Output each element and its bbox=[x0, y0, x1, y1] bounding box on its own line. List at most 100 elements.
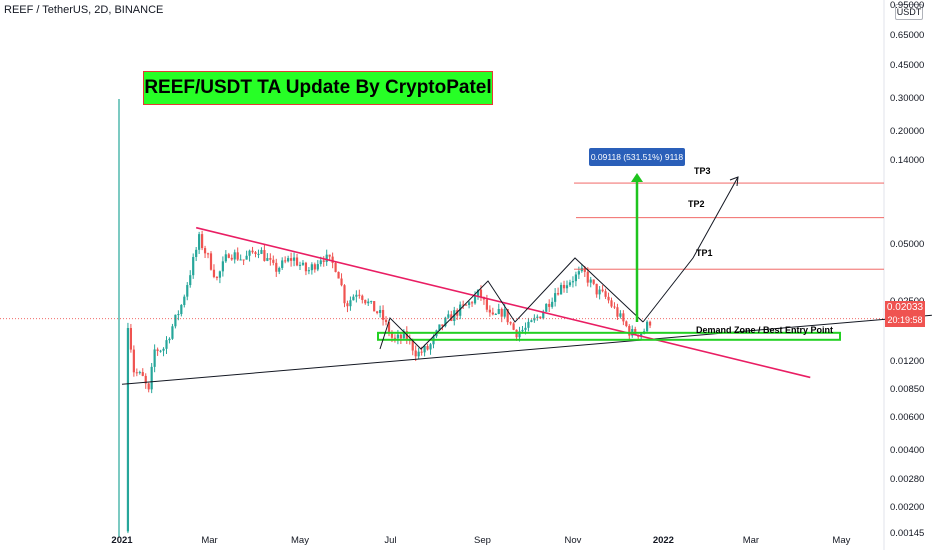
demand-zone-box bbox=[377, 331, 841, 341]
candle-body bbox=[479, 289, 483, 298]
candle-body bbox=[500, 309, 503, 317]
candle-body bbox=[203, 248, 207, 254]
ascending-support-line bbox=[121, 314, 932, 385]
candle-body bbox=[239, 259, 242, 261]
time-tick-label: Sep bbox=[473, 535, 491, 546]
candle-body bbox=[358, 294, 361, 296]
price-tick-label: 0.14000 bbox=[890, 155, 925, 167]
candle-body bbox=[598, 289, 601, 295]
candle-body bbox=[545, 303, 548, 312]
candle-body bbox=[393, 337, 397, 339]
candle-body bbox=[177, 314, 180, 316]
candle-body bbox=[530, 320, 533, 322]
candle-body bbox=[527, 321, 530, 328]
candle-body bbox=[562, 284, 566, 289]
candle-body bbox=[468, 302, 471, 305]
time-tick-label: Jul bbox=[384, 535, 397, 546]
candle-body bbox=[583, 267, 586, 272]
candle-body bbox=[491, 312, 494, 315]
demand-zone-label: Demand Zone / Best Entry Point bbox=[696, 325, 834, 335]
candle-body bbox=[447, 314, 450, 318]
pattern-zigzag bbox=[379, 257, 644, 350]
candle-body bbox=[292, 257, 296, 261]
candle-body bbox=[174, 314, 177, 327]
candle-body bbox=[150, 366, 153, 390]
price-tick-label: 0.00850 bbox=[890, 383, 925, 395]
candle-body bbox=[144, 375, 147, 384]
candle-body bbox=[554, 293, 557, 302]
candle-body bbox=[304, 262, 308, 272]
price-tick-label: 0.95000 bbox=[890, 0, 925, 11]
price-tick-label: 0.45000 bbox=[890, 59, 925, 71]
candle-body bbox=[224, 254, 227, 262]
candle-body bbox=[426, 346, 429, 350]
tp1-label: TP1 bbox=[696, 248, 713, 258]
candle-body bbox=[189, 275, 192, 286]
price-tick-label: 0.05000 bbox=[890, 239, 925, 251]
time-tick-label: May bbox=[291, 535, 309, 546]
candle-body bbox=[568, 282, 572, 286]
candle-body bbox=[533, 317, 536, 321]
candle-body bbox=[476, 289, 480, 296]
candle-body bbox=[607, 296, 610, 301]
currency-badge[interactable]: USDT bbox=[895, 4, 923, 20]
candle-body bbox=[346, 303, 349, 307]
candle-body bbox=[180, 304, 183, 315]
candle-body bbox=[367, 301, 370, 304]
time-tick-label: Nov bbox=[564, 535, 582, 546]
candle-body bbox=[340, 278, 343, 286]
candle-body bbox=[126, 328, 130, 532]
candle-body bbox=[411, 339, 414, 351]
candle-body bbox=[355, 294, 358, 297]
candle-body bbox=[610, 300, 613, 307]
candle-body bbox=[328, 254, 331, 257]
candle-body bbox=[518, 331, 521, 338]
candle-body bbox=[322, 260, 325, 262]
candle-body bbox=[352, 296, 355, 301]
candle-body bbox=[557, 293, 560, 295]
time-tick-label: May bbox=[832, 535, 851, 546]
candle-body bbox=[236, 252, 239, 260]
candle-body bbox=[153, 349, 156, 367]
candle-body bbox=[551, 301, 554, 307]
candle-body bbox=[470, 302, 474, 304]
candle-body bbox=[361, 295, 364, 300]
candle-body bbox=[230, 257, 233, 260]
candle-body bbox=[589, 279, 592, 283]
candle-body bbox=[465, 304, 468, 306]
candle-body bbox=[272, 259, 275, 263]
candle-body bbox=[586, 271, 589, 283]
candle-body bbox=[376, 311, 379, 313]
candle-body bbox=[278, 267, 281, 272]
time-tick-label: 2022 bbox=[652, 535, 674, 546]
tp2-label: TP2 bbox=[688, 199, 705, 209]
candle-body bbox=[414, 350, 417, 357]
candle-body bbox=[542, 311, 545, 319]
candle-body bbox=[571, 281, 575, 283]
candle-body bbox=[316, 264, 319, 270]
candle-body bbox=[379, 309, 382, 313]
time-tick-label: Mar bbox=[201, 535, 218, 546]
candle-body bbox=[165, 340, 168, 349]
candle-body bbox=[135, 372, 138, 374]
measure-tooltip: 0.09118 (531.51%) 9118 bbox=[589, 148, 685, 166]
candle-body bbox=[334, 262, 337, 272]
candle-body bbox=[313, 264, 316, 270]
candle-body bbox=[337, 271, 340, 279]
candle-body bbox=[290, 258, 293, 261]
price-tick-label: 0.00600 bbox=[890, 412, 925, 424]
candle-body bbox=[503, 309, 506, 317]
candle-body bbox=[162, 348, 165, 351]
candle-body bbox=[381, 309, 385, 320]
candle-body bbox=[254, 252, 257, 255]
candle-body bbox=[257, 253, 260, 255]
candle-body bbox=[218, 271, 221, 278]
candle-body bbox=[539, 316, 542, 319]
candle-body bbox=[524, 327, 527, 330]
candle-body bbox=[364, 299, 367, 304]
price-tick-label: 0.30000 bbox=[890, 93, 925, 105]
candle-body bbox=[616, 307, 619, 317]
time-tick-label: Mar bbox=[742, 535, 760, 546]
candle-body bbox=[284, 260, 287, 262]
